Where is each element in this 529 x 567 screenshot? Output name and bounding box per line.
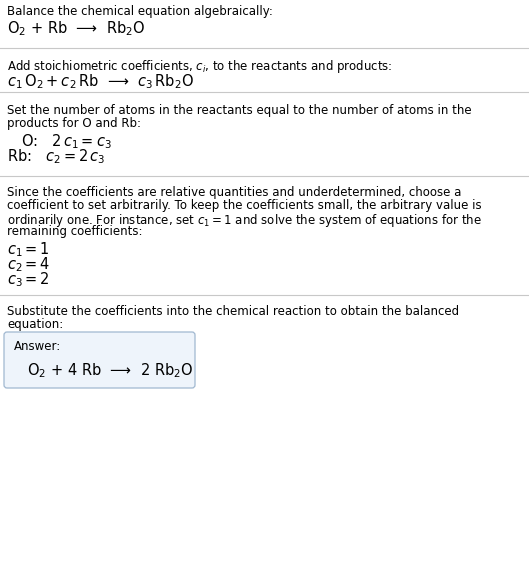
Text: $\mathrm{O_2}$ + Rb  ⟶  $\mathrm{Rb_2O}$: $\mathrm{O_2}$ + Rb ⟶ $\mathrm{Rb_2O}$: [7, 19, 145, 37]
Text: $\mathrm{O_2}$ + 4 Rb  ⟶  2 $\mathrm{Rb_2O}$: $\mathrm{O_2}$ + 4 Rb ⟶ 2 $\mathrm{Rb_2O…: [27, 361, 194, 380]
Text: Since the coefficients are relative quantities and underdetermined, choose a: Since the coefficients are relative quan…: [7, 186, 461, 199]
Text: $c_2 = 4$: $c_2 = 4$: [7, 255, 50, 274]
Text: Rb:   $c_2 = 2\,c_3$: Rb: $c_2 = 2\,c_3$: [7, 147, 106, 166]
Text: O:   $2\,c_1 = c_3$: O: $2\,c_1 = c_3$: [21, 132, 112, 151]
Text: products for O and Rb:: products for O and Rb:: [7, 117, 141, 130]
Text: $c_1 = 1$: $c_1 = 1$: [7, 240, 50, 259]
Text: Answer:: Answer:: [14, 340, 61, 353]
FancyBboxPatch shape: [4, 332, 195, 388]
Text: Set the number of atoms in the reactants equal to the number of atoms in the: Set the number of atoms in the reactants…: [7, 104, 472, 117]
Text: Add stoichiometric coefficients, $c_i$, to the reactants and products:: Add stoichiometric coefficients, $c_i$, …: [7, 58, 393, 75]
Text: ordinarily one. For instance, set $c_1 = 1$ and solve the system of equations fo: ordinarily one. For instance, set $c_1 =…: [7, 212, 482, 229]
Text: equation:: equation:: [7, 318, 63, 331]
Text: remaining coefficients:: remaining coefficients:: [7, 225, 142, 238]
Text: coefficient to set arbitrarily. To keep the coefficients small, the arbitrary va: coefficient to set arbitrarily. To keep …: [7, 199, 481, 212]
Text: $c_3 = 2$: $c_3 = 2$: [7, 270, 50, 289]
Text: $c_1\,\mathrm{O_2} + c_2\,\mathrm{Rb}$  ⟶  $c_3\,\mathrm{Rb_2O}$: $c_1\,\mathrm{O_2} + c_2\,\mathrm{Rb}$ ⟶…: [7, 72, 194, 91]
Text: Balance the chemical equation algebraically:: Balance the chemical equation algebraica…: [7, 5, 273, 18]
Text: Substitute the coefficients into the chemical reaction to obtain the balanced: Substitute the coefficients into the che…: [7, 305, 459, 318]
